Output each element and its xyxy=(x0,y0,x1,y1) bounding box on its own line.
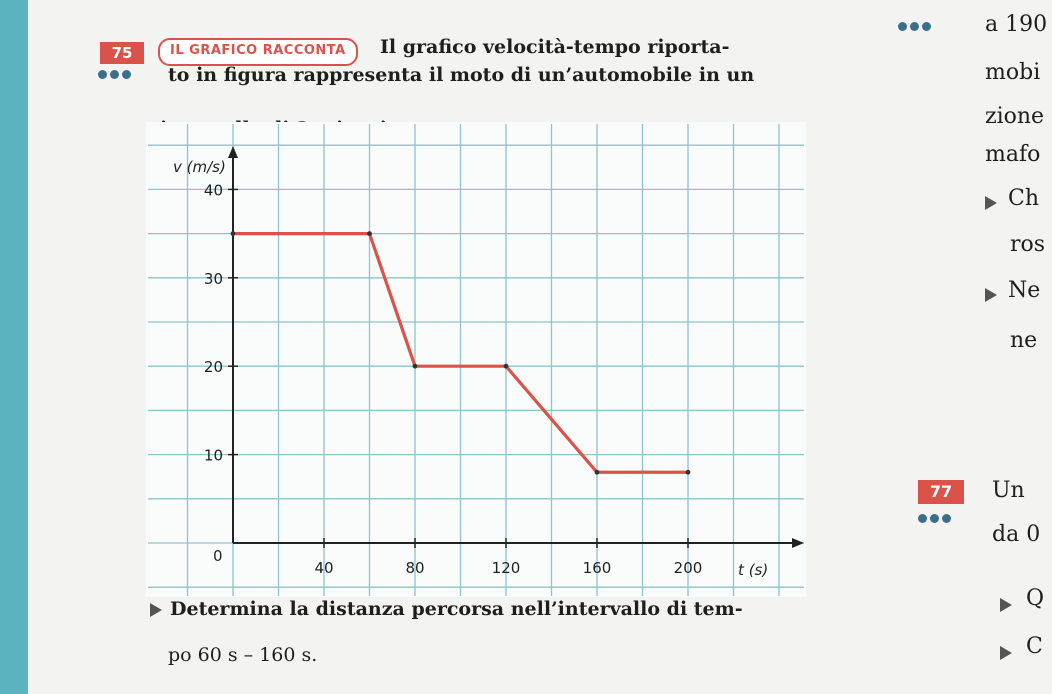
bullet-arrow-icon-1 xyxy=(985,196,997,210)
bullet-arrow-icon-2 xyxy=(985,288,997,302)
problem-text-line2: to in figura rappresenta il moto di un’a… xyxy=(168,64,755,86)
right-bullet-2: Ne xyxy=(1008,278,1041,303)
difficulty-dots-77 xyxy=(918,514,951,523)
problem-number-badge: 75 xyxy=(100,42,144,64)
chart-ticks: 40 80 120 160 200 10 20 30 40 xyxy=(204,181,702,577)
data-point xyxy=(230,231,236,237)
chart-axes xyxy=(228,146,804,548)
page-edge-band xyxy=(0,0,28,694)
question-arrow-icon xyxy=(150,603,162,617)
problem-77-badge: 77 xyxy=(918,480,964,504)
x-tick-label: 80 xyxy=(405,559,424,577)
x-axis-label: t (s) xyxy=(738,561,768,579)
data-point xyxy=(412,363,418,369)
problem-77-number: 77 xyxy=(929,482,953,501)
y-tick-label: 30 xyxy=(204,270,223,288)
y-tick-label: 40 xyxy=(204,181,223,199)
right-line-e: ros xyxy=(1010,232,1046,257)
right-line-c: zione xyxy=(985,104,1045,129)
data-point xyxy=(367,231,372,237)
right-line-g: da 0 xyxy=(992,522,1041,547)
x-tick-label: 160 xyxy=(583,559,612,577)
y-tick-label: 10 xyxy=(204,447,223,465)
x-tick-label: 40 xyxy=(314,559,333,577)
data-point xyxy=(503,363,509,369)
y-axis-label: v (m/s) xyxy=(173,158,226,176)
problem-tag: IL GRAFICO RACCONTA xyxy=(158,38,358,66)
chart-background xyxy=(146,122,806,597)
right-bullet-3: Q xyxy=(1026,586,1045,611)
difficulty-dots xyxy=(98,70,131,79)
bullet-arrow-icon-3 xyxy=(1000,598,1012,612)
question-text: Determina la distanza percorsa nell’inte… xyxy=(170,598,743,620)
y-axis-arrow-icon xyxy=(228,146,238,158)
velocity-line xyxy=(233,232,688,474)
right-line-d: mafo xyxy=(985,142,1041,167)
data-point xyxy=(594,469,600,475)
problem-text-line1: Il grafico velocità-tempo riporta- xyxy=(380,36,730,58)
right-line-a: a 190 xyxy=(985,12,1048,37)
chart-labels: v (m/s) t (s) 0 xyxy=(173,158,768,579)
y-tick-label: 20 xyxy=(204,358,223,376)
data-point xyxy=(685,469,691,475)
origin-label: 0 xyxy=(213,547,223,565)
right-line-b: mobi xyxy=(985,60,1041,85)
right-bullet-4: C xyxy=(1026,634,1043,659)
x-tick-label: 200 xyxy=(674,559,703,577)
x-tick-label: 120 xyxy=(492,559,521,577)
bullet-arrow-icon-4 xyxy=(1000,646,1012,660)
right-bullet-1: Ch xyxy=(1008,186,1040,211)
question-text-cont: po 60 s – 160 s. xyxy=(168,644,318,666)
right-line-f: ne xyxy=(1010,328,1038,353)
chart-series xyxy=(230,231,691,475)
problem-77-text: Un xyxy=(992,478,1025,503)
problem-number: 75 xyxy=(111,44,133,62)
difficulty-dots-top xyxy=(898,22,931,31)
x-axis-arrow-icon xyxy=(792,538,804,548)
